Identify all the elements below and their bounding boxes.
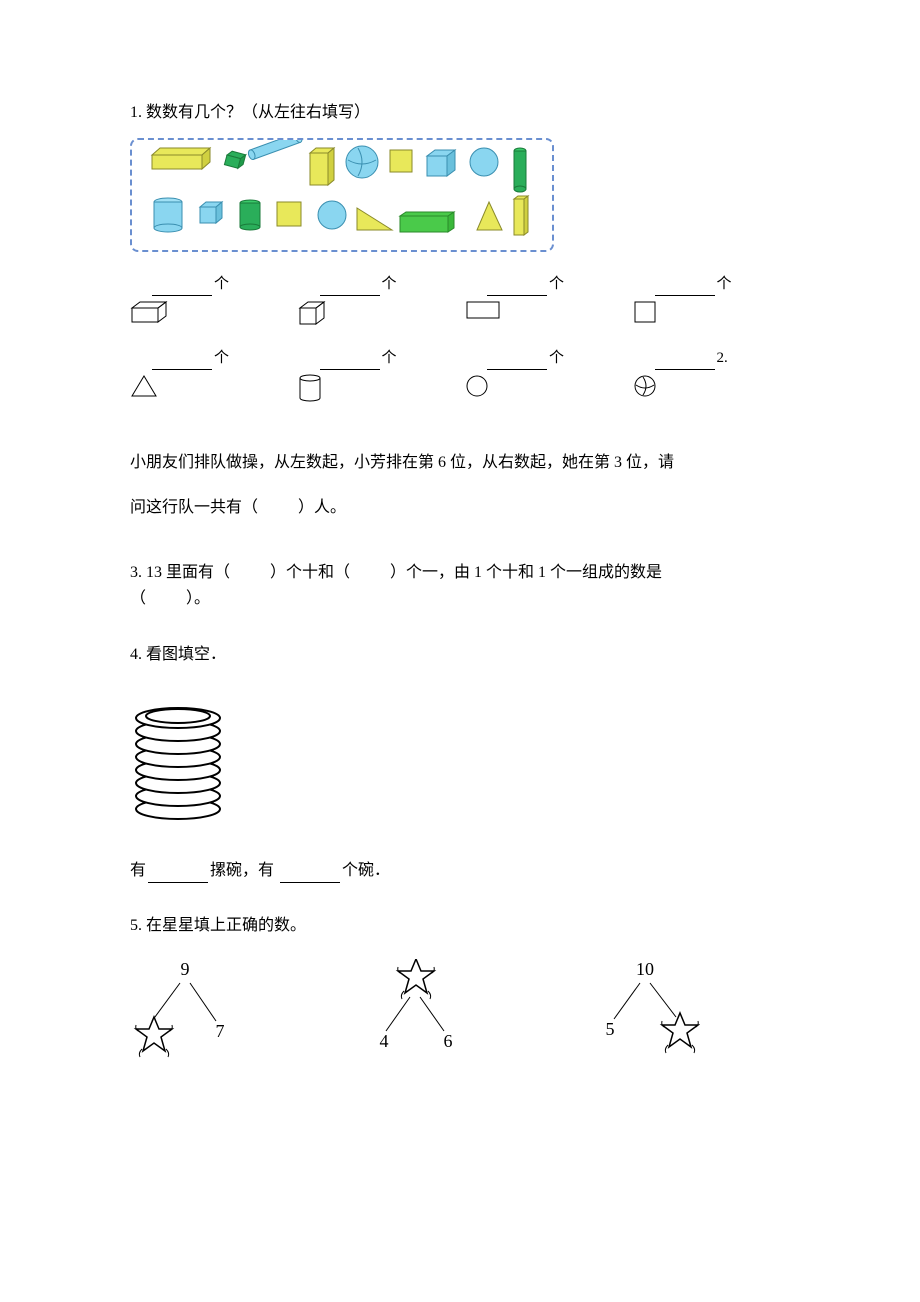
cylinder-green-vertical (514, 148, 526, 192)
q4-text: 4. 看图填空． (130, 642, 790, 668)
square-outline-icon (633, 300, 657, 333)
bowl-stack-icon (130, 679, 790, 838)
answer-square: 个 (633, 272, 771, 337)
triangle-yellow-right (357, 208, 392, 230)
answer-sphere: 2. (633, 346, 771, 411)
cuboid-shape (152, 148, 210, 169)
q2-line1: 小朋友们排队做操，从左数起，小芳排在第 6 位，从右数起，她在第 3 位，请 (130, 441, 790, 486)
cuboid-green-flat (400, 212, 454, 232)
tree1-right: 7 (216, 1021, 225, 1041)
question-1: 1. 数数有几个？（从左往右填写） (130, 100, 790, 411)
q3-line1: 3. 13 里面有（）个十和（）个一，由 1 个十和 1 个一组成的数是 (130, 560, 790, 586)
sphere-blue (346, 146, 378, 178)
circle-blue-2 (318, 201, 346, 229)
square-yellow-2 (277, 202, 301, 226)
unit-label: 个 (382, 350, 397, 366)
q2-line2: 问这行队一共有（）人。 (130, 486, 790, 531)
question-3: 3. 13 里面有（）个十和（）个一，由 1 个十和 1 个一组成的数是 （）。 (130, 560, 790, 611)
cube-outline-icon (298, 300, 328, 337)
answer-cube: 个 (298, 272, 436, 337)
cylinder-blue-angled (247, 140, 303, 160)
unit-label: 个 (549, 350, 564, 366)
q5-text: 5. 在星星填上正确的数。 (130, 913, 790, 939)
cube-blue-small (200, 202, 222, 223)
unit-label: 个 (549, 276, 564, 292)
triangle-outline-icon (130, 374, 158, 407)
answer-rectangle: 个 (465, 272, 603, 337)
q3-line2: （）。 (130, 586, 790, 612)
cylinder-green-short (240, 200, 260, 230)
answer-circle: 个 (465, 346, 603, 411)
cuboid-outline-icon (130, 300, 170, 335)
number-tree-2: 4 6 (360, 959, 470, 1068)
tree2-left: 4 (380, 1031, 389, 1051)
question-2: 小朋友们排队做操，从左数起，小芳排在第 6 位，从右数起，她在第 3 位，请 问… (130, 441, 790, 531)
tree3-top: 10 (636, 959, 654, 979)
question-4: 4. 看图填空． 有摞碗，有 个碗． (130, 642, 790, 884)
cuboid-yellow-vertical (310, 148, 334, 185)
unit-label: 个 (717, 276, 732, 292)
q1-text: 1. 数数有几个？（从左往右填写） (130, 100, 790, 126)
unit-label: 个 (214, 276, 229, 292)
circle-blue (470, 148, 498, 176)
cylinder-outline-icon (298, 374, 322, 411)
q5-star-row: 9 7 4 6 10 (130, 959, 790, 1068)
shapes-collection-box (130, 138, 554, 252)
tree3-left: 5 (606, 1019, 615, 1039)
unit-label: 个 (214, 350, 229, 366)
cuboid-yellow-tall (514, 196, 528, 235)
q2-number-label: 2. (717, 350, 728, 366)
unit-label: 个 (382, 276, 397, 292)
number-tree-1: 9 7 (130, 959, 240, 1068)
small-green-solid (224, 150, 245, 169)
triangle-yellow-iso (477, 202, 502, 230)
tree2-right: 6 (444, 1031, 453, 1051)
cube-blue (427, 150, 455, 176)
square-yellow (390, 150, 412, 172)
circle-outline-icon (465, 374, 489, 407)
question-5: 5. 在星星填上正确的数。 9 7 4 6 (130, 913, 790, 1067)
answer-cuboid: 个 (130, 272, 268, 337)
answer-triangle: 个 (130, 346, 268, 411)
rectangle-outline-icon (465, 300, 501, 329)
q1-answer-grid: 个 个 个 个 (130, 272, 770, 411)
shapes-collection-svg (132, 140, 552, 250)
answer-cylinder: 个 (298, 346, 436, 411)
sphere-outline-icon (633, 374, 657, 407)
tree1-top: 9 (181, 959, 190, 979)
number-tree-3: 10 5 (590, 959, 700, 1068)
cylinder-blue-short (154, 198, 182, 232)
q4-fill-line: 有摞碗，有 个碗． (130, 858, 790, 884)
